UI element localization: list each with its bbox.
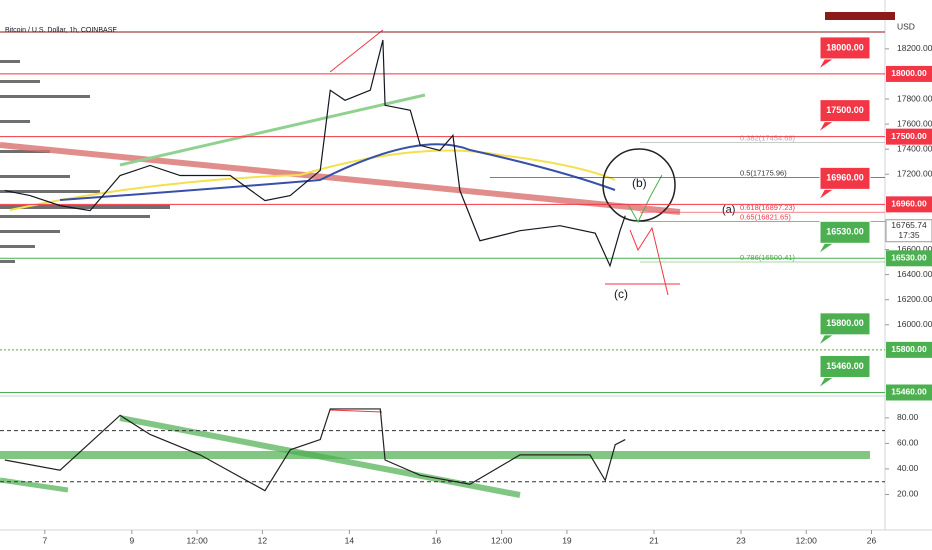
price-line bbox=[4, 408, 626, 492]
callout-label: 18000.00 bbox=[826, 42, 864, 52]
wave-b: (b) bbox=[632, 176, 647, 190]
callout-box bbox=[819, 166, 871, 190]
chart-title: Bitcoin / U.S. Dollar, 1h, COINBASE bbox=[5, 27, 117, 34]
callout-label: 15800.00 bbox=[826, 318, 864, 328]
y-tick-label: 18200.00 bbox=[897, 43, 932, 53]
wave-a: (a) bbox=[722, 204, 735, 216]
x-tick-label: 12 bbox=[258, 535, 268, 545]
trendline-red bbox=[0, 142, 681, 215]
y-tick-label: 40.00 bbox=[897, 463, 919, 473]
x-tick-label: 21 bbox=[649, 535, 659, 545]
y-tick-label: 16400.00 bbox=[897, 269, 932, 279]
arrow-up bbox=[627, 174, 663, 224]
x-tick-label: 16 bbox=[432, 535, 442, 545]
countdown: 17:35 bbox=[898, 230, 920, 240]
trendline-green bbox=[119, 93, 426, 167]
callout-box bbox=[819, 354, 871, 378]
x-tick-label: 12:00 bbox=[186, 535, 208, 545]
fib-label: 0.618(16897.23) bbox=[740, 203, 796, 212]
callout-box bbox=[819, 312, 871, 336]
callout-label: 17500.00 bbox=[826, 105, 864, 115]
y-tick-label: 16200.00 bbox=[897, 294, 932, 304]
ma-blue bbox=[59, 143, 616, 201]
callout-pointer bbox=[820, 243, 833, 253]
axis-price-box bbox=[886, 128, 932, 145]
x-tick-label: 23 bbox=[736, 535, 746, 545]
axis-price-box bbox=[886, 384, 932, 401]
divergence-line bbox=[329, 29, 384, 73]
ma-yellow bbox=[9, 149, 616, 211]
x-tick-label: 9 bbox=[129, 535, 134, 545]
fib-label: 0.65(16821.65) bbox=[740, 213, 791, 222]
rsi-trend bbox=[119, 415, 521, 498]
y-tick-label: 80.00 bbox=[897, 412, 919, 422]
axis-price-label: 17500.00 bbox=[891, 131, 927, 141]
wave-c: (c) bbox=[614, 287, 628, 301]
currency: USD bbox=[897, 21, 915, 31]
callout-label: 16530.00 bbox=[826, 227, 864, 237]
fib-label: 0.786(16500.41) bbox=[740, 253, 796, 262]
top-box bbox=[825, 12, 895, 20]
x-tick-label: 12:00 bbox=[796, 535, 818, 545]
y-tick-label: 17600.00 bbox=[897, 118, 932, 128]
callout-box bbox=[819, 220, 871, 244]
x-tick-label: 19 bbox=[562, 535, 572, 545]
y-tick-label: 17400.00 bbox=[897, 143, 932, 153]
axis-price-label: 16960.00 bbox=[891, 199, 927, 209]
axis-price-box bbox=[886, 250, 932, 267]
price-line bbox=[4, 39, 626, 268]
rsi-divergence bbox=[329, 409, 383, 413]
x-tick-label: 7 bbox=[42, 535, 47, 545]
callout-pointer bbox=[820, 121, 833, 131]
callout-pointer bbox=[820, 58, 833, 68]
axis-price-label: 16530.00 bbox=[891, 253, 927, 263]
callout-pointer bbox=[820, 334, 833, 344]
y-tick-label: 20.00 bbox=[897, 489, 919, 499]
y-tick-label: 16600.00 bbox=[897, 244, 932, 254]
axis-price-label: 18000.00 bbox=[891, 68, 927, 78]
callout-label: 15460.00 bbox=[826, 361, 864, 371]
callout-box bbox=[819, 36, 871, 60]
y-tick-label: 16000.00 bbox=[897, 319, 932, 329]
callout-box bbox=[819, 99, 871, 123]
axis-price-label: 15800.00 bbox=[891, 344, 927, 354]
y-tick-label: 60.00 bbox=[897, 438, 919, 448]
rsi-trend-2 bbox=[0, 477, 69, 493]
axis-price-box bbox=[886, 65, 932, 82]
callout-label: 16960.00 bbox=[826, 173, 864, 183]
fib-label: 0.382(17454.68) bbox=[740, 133, 796, 142]
x-tick-label: 12:00 bbox=[491, 535, 513, 545]
callout-pointer bbox=[820, 377, 833, 387]
y-tick-label: 17200.00 bbox=[897, 169, 932, 179]
axis-price-box bbox=[886, 196, 932, 213]
y-tick-label: 17800.00 bbox=[897, 93, 932, 103]
volume-profile bbox=[0, 60, 170, 263]
arrow-down bbox=[629, 226, 669, 296]
last-price-box bbox=[885, 219, 932, 243]
fib-label: 0.5(17175.96) bbox=[740, 168, 787, 177]
callout-pointer bbox=[820, 189, 833, 199]
x-tick-label: 14 bbox=[345, 535, 355, 545]
x-tick-label: 26 bbox=[867, 535, 877, 545]
axis-price-label: 15460.00 bbox=[891, 387, 927, 397]
last-price-label: 16765.74 bbox=[891, 220, 927, 230]
axis-price-box bbox=[886, 341, 932, 358]
